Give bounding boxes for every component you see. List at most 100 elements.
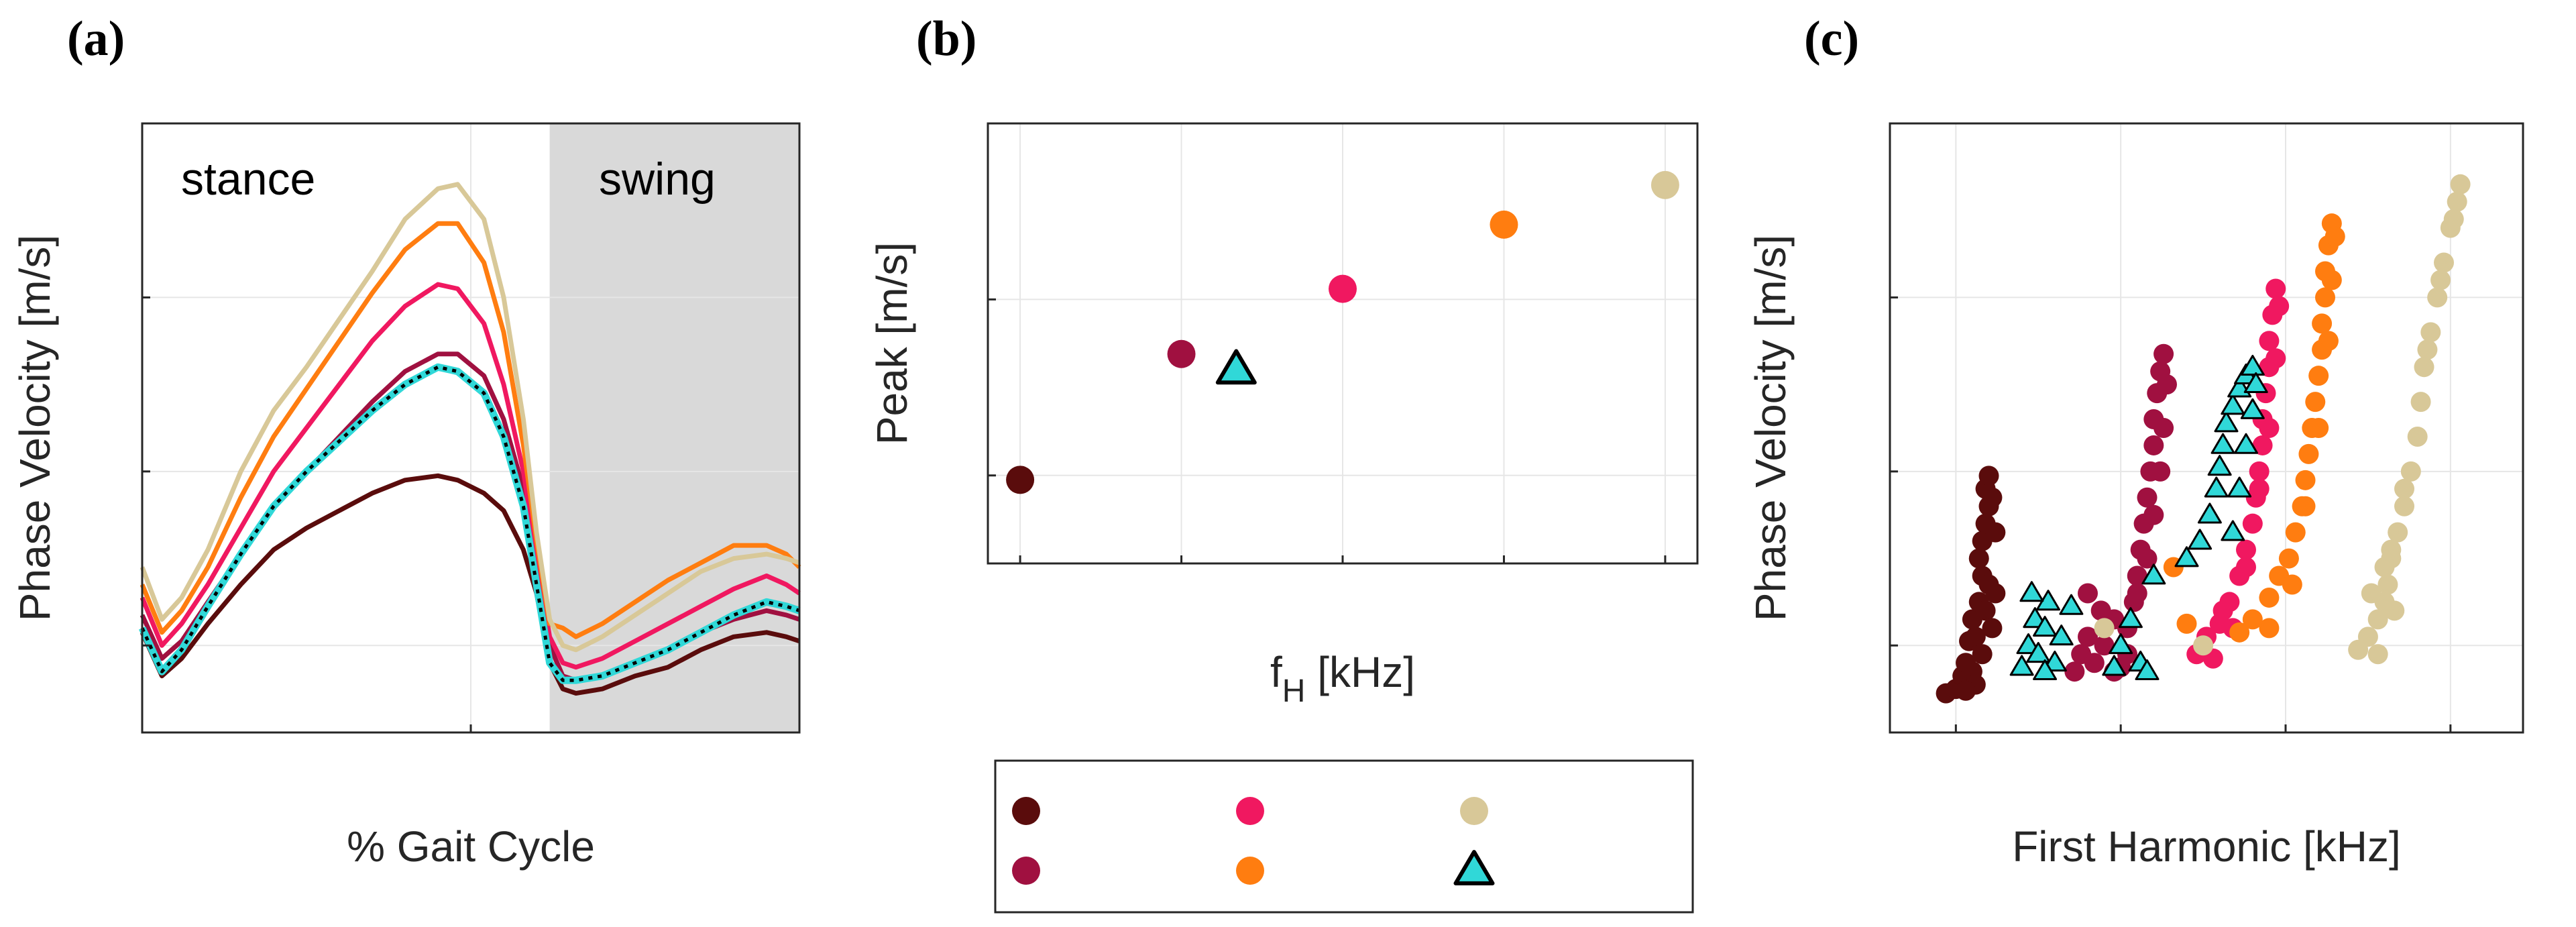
scatter-point-3-0-khz (2443, 209, 2464, 229)
scatter-point-3-0-khz (2410, 392, 2431, 413)
scatter-point-2-0-khz (2236, 539, 2256, 560)
legend-impulse-marker (1453, 850, 1495, 885)
scatter-point-3-0-khz (2414, 357, 2434, 378)
scatter-point-3-0-khz (2417, 339, 2438, 360)
swing-label: swing (599, 154, 716, 205)
peak-point-2-5-khz (1490, 210, 1518, 239)
scatter-point-impulse (2049, 624, 2074, 646)
panel-b-chart: fH [kHz] Peak [m/s] (868, 122, 1699, 709)
scatter-point-1-5-khz (2094, 635, 2115, 656)
scatter-point-impulse (2033, 616, 2058, 637)
scatter-point-2-0-khz (2259, 418, 2280, 438)
legend-1-0-khz-marker (1012, 797, 1040, 825)
panel-c-frame (1889, 122, 2524, 734)
scatter-point-1-5-khz (2078, 626, 2098, 647)
scatter-point-2-5-khz (2295, 496, 2316, 516)
scatter-point-2-0-khz (2242, 513, 2263, 534)
panel-a-y-axis-label: Phase Velocity [m/s] (11, 235, 59, 621)
scatter-point-2-5-khz (2312, 313, 2333, 334)
scatter-point-impulse (2016, 633, 2041, 655)
scatter-point-2-5-khz (2315, 287, 2335, 308)
scatter-point-3-0-khz (2427, 287, 2448, 308)
scatter-point-3-0-khz (2394, 478, 2414, 499)
scatter-point-2-0-khz (2265, 278, 2286, 299)
scatter-point-impulse (2243, 372, 2268, 393)
swing-shaded-region (549, 123, 799, 732)
panel-c-chart: First Harmonic [kHz] Phase Velocity [m/s… (1746, 122, 2524, 871)
scatter-point-3-0-khz (2377, 574, 2398, 595)
scatter-point-impulse (2221, 394, 2245, 415)
scatter-point-3-0-khz (2447, 191, 2467, 212)
scatter-point-impulse (2174, 546, 2199, 567)
stance-label: stance (181, 154, 315, 205)
scatter-point-impulse (2210, 433, 2235, 454)
scatter-point-3-0-khz (2367, 609, 2388, 630)
scatter-point-2-5-khz (2295, 470, 2316, 490)
scatter-point-3-0-khz (2400, 461, 2421, 482)
peak-point-1-5-khz (1167, 339, 1196, 368)
scatter-point-3-0-khz (2394, 496, 2414, 516)
scatter-point-3-0-khz (2357, 626, 2378, 647)
scatter-point-1-0-khz (1982, 618, 2003, 639)
scatter-point-1-0-khz (1985, 583, 2006, 604)
scatter-point-1-0-khz (1972, 644, 1993, 665)
scatter-point-3-0-khz (2381, 548, 2402, 569)
scatter-point-impulse (2009, 655, 2034, 676)
scatter-point-3-0-khz (2367, 644, 2388, 665)
scatter-point-1-0-khz (1982, 487, 2003, 508)
scatter-point-2-0-khz (2259, 331, 2280, 351)
scatter-point-1-0-khz (1978, 466, 1999, 486)
scatter-point-1-5-khz (2078, 583, 2098, 604)
panel-a-x-axis-label: % Gait Cycle (347, 822, 595, 871)
scatter-point-impulse (2118, 607, 2143, 629)
scatter-point-1-5-khz (2127, 565, 2147, 586)
scatter-point-impulse (2135, 659, 2160, 681)
scatter-point-2-5-khz (2308, 366, 2329, 386)
line-impulse-dots (140, 365, 800, 682)
scatter-point-3-0-khz (2384, 600, 2405, 621)
scatter-point-impulse (2197, 502, 2222, 524)
panel-label-a: (a) (67, 11, 125, 66)
scatter-point-impulse (2240, 398, 2265, 419)
scatter-point-2-5-khz (2242, 609, 2263, 630)
panel-b-y-axis-label: Peak [m/s] (868, 242, 916, 445)
scatter-point-impulse (2207, 455, 2232, 476)
scatter-point-1-0-khz (1975, 600, 1996, 621)
scatter-point-2-0-khz (2252, 435, 2273, 455)
scatter-point-1-5-khz (2143, 435, 2164, 455)
scatter-point-3-0-khz (2361, 583, 2382, 604)
scatter-point-impulse (2033, 659, 2058, 681)
legend-box (994, 759, 1694, 914)
scatter-point-1-5-khz (2150, 461, 2171, 482)
scatter-point-impulse (2023, 607, 2048, 629)
scatter-point-2-5-khz (2308, 418, 2329, 438)
scatter-point-2-0-khz (2213, 600, 2233, 621)
legend-2-0-khz-marker (1236, 797, 1264, 825)
scatter-point-impulse (2204, 476, 2229, 498)
legend-3-0-khz-marker (1460, 797, 1488, 825)
scatter-point-impulse (2234, 433, 2258, 454)
scatter-point-1-5-khz (2090, 600, 2111, 621)
scatter-point-2-5-khz (2325, 226, 2345, 247)
scatter-point-impulse (2141, 563, 2166, 585)
scatter-point-2-0-khz (2249, 461, 2270, 482)
scatter-point-2-0-khz (2269, 296, 2290, 317)
scatter-point-3-0-khz (2430, 270, 2451, 290)
scatter-point-2-5-khz (2259, 618, 2280, 639)
scatter-point-1-5-khz (2153, 343, 2174, 364)
scatter-point-impulse (2042, 650, 2067, 672)
scatter-point-2-5-khz (2282, 574, 2302, 595)
scatter-point-3-0-khz (2420, 322, 2441, 343)
scatter-point-3-0-khz (2094, 618, 2115, 639)
scatter-point-2-0-khz (2249, 478, 2270, 499)
line-2-0-khz (139, 282, 801, 670)
scatter-point-2-5-khz (2321, 270, 2342, 290)
scatter-point-impulse (2227, 476, 2252, 498)
scatter-point-2-5-khz (2259, 587, 2280, 608)
peak-point-3-0-khz (1650, 170, 1679, 199)
panel-a-chart: stance swing % Gait Cycle Phase Velocity… (11, 122, 801, 871)
scatter-point-1-5-khz (2127, 583, 2147, 604)
scatter-point-2-5-khz (2278, 548, 2299, 569)
scatter-point-2-5-khz (2305, 392, 2326, 413)
